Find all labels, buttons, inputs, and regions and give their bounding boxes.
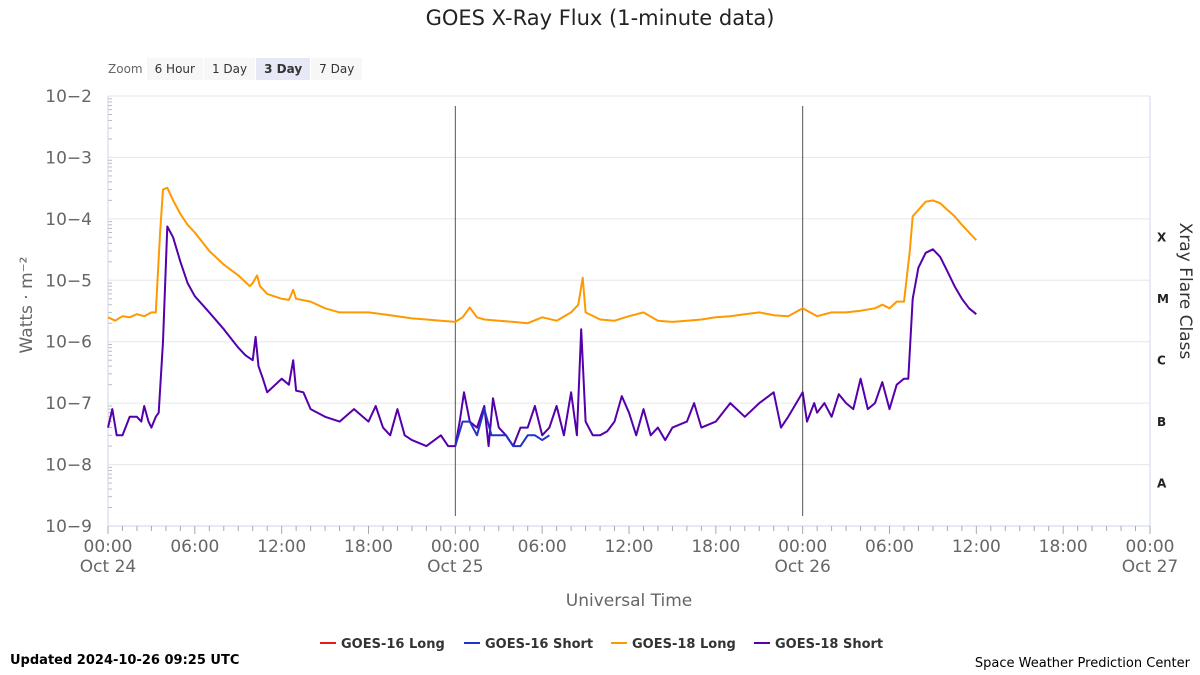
x-tick-label: 00:00 (431, 537, 480, 557)
y-tick-label: 10−6 (45, 333, 92, 353)
y-tick-label: 10−3 (45, 148, 92, 168)
y2-axis-title: Xray Flare Class (1175, 223, 1195, 360)
y-tick-label: 10−9 (45, 517, 92, 537)
y-tick-label: 10−8 (45, 456, 92, 476)
y-tick-label: 10−7 (45, 394, 92, 414)
x-tick-label: 12:00 (605, 537, 654, 557)
series-line-goes-18-long (107, 186, 978, 325)
series-line-goes-16-short (454, 408, 550, 448)
y-tick-label: 10−5 (45, 271, 92, 291)
flare-class-label: C (1157, 353, 1166, 367)
zoom-6hour-button[interactable]: 6 Hour (146, 58, 203, 80)
x-tick-label: 12:00 (257, 537, 306, 557)
flare-class-label: X (1157, 231, 1167, 245)
flare-class-label: M (1157, 292, 1169, 306)
flare-class-label: A (1157, 476, 1167, 490)
x-tick-label: 18:00 (344, 537, 393, 557)
flare-class-label: B (1157, 415, 1166, 429)
credit-text: Space Weather Prediction Center (974, 656, 1190, 671)
y-tick-label: 10−4 (45, 210, 92, 230)
y-axis-title: Watts · m⁻² (17, 257, 37, 354)
zoom-7day-button[interactable]: 7 Day (311, 58, 363, 80)
zoom-1day-button[interactable]: 1 Day (203, 58, 256, 80)
zoom-label: Zoom (108, 62, 143, 76)
y-tick-label: 10−2 (45, 87, 92, 107)
updated-timestamp: Updated 2024-10-26 09:25 UTC (10, 653, 240, 668)
series-line-goes-18-short (107, 225, 977, 448)
legend-item-goes-18-long: GOES-18 Long (632, 637, 736, 652)
x-tick-date-label: Oct 24 (80, 557, 136, 577)
x-tick-label: 06:00 (518, 537, 567, 557)
zoom-controls: Zoom 6 Hour 1 Day 3 Day 7 Day (108, 58, 363, 80)
x-tick-label: 18:00 (1039, 537, 1088, 557)
x-tick-label: 00:00 (84, 537, 133, 557)
x-tick-label: 06:00 (170, 537, 219, 557)
chart-title: GOES X-Ray Flux (1-minute data) (425, 6, 775, 30)
legend-item-goes-18-short: GOES-18 Short (775, 637, 883, 652)
x-tick-label: 00:00 (778, 537, 827, 557)
x-axis-title: Universal Time (566, 591, 692, 611)
zoom-3day-button[interactable]: 3 Day (256, 58, 311, 80)
x-tick-label: 12:00 (952, 537, 1001, 557)
legend-item-goes-16-long: GOES-16 Long (341, 637, 445, 652)
x-tick-date-label: Oct 25 (427, 557, 483, 577)
x-tick-label: 06:00 (865, 537, 914, 557)
x-tick-label: 18:00 (691, 537, 740, 557)
x-tick-date-label: Oct 27 (1122, 557, 1178, 577)
x-tick-date-label: Oct 26 (774, 557, 830, 577)
legend-item-goes-16-short: GOES-16 Short (485, 637, 593, 652)
x-tick-label: 00:00 (1126, 537, 1175, 557)
